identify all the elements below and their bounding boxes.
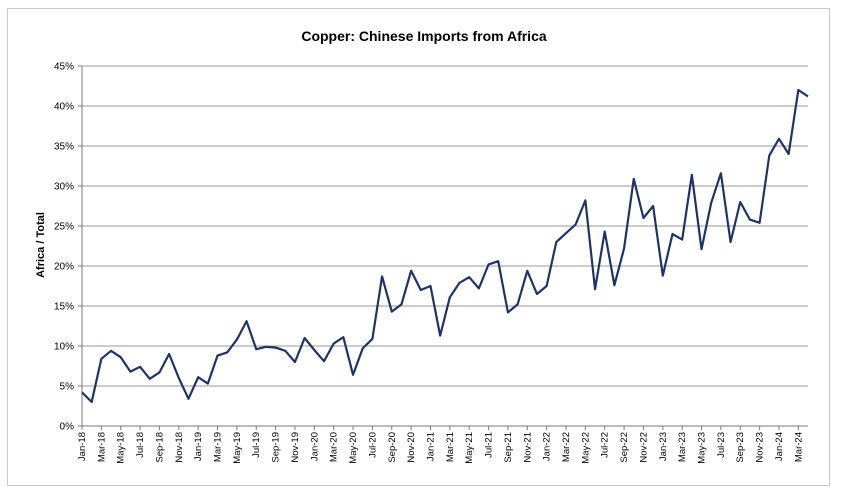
x-axis-ticks: Jan-18 Mar-18 May-18 Jul-18 Sep-18 Nov-18 Jan-… bbox=[77, 426, 804, 464]
x-tick-label: Sep-22 bbox=[619, 432, 630, 463]
chart-title: Copper: Chinese Imports from Africa bbox=[301, 28, 547, 44]
y-axis-label: Africa / Total bbox=[35, 212, 47, 278]
y-tick-label: 20% bbox=[54, 262, 74, 273]
x-tick-label: Jul-21 bbox=[484, 432, 495, 458]
x-tick-label: Mar-23 bbox=[677, 432, 688, 462]
x-tick-label: Jul-23 bbox=[716, 432, 727, 458]
y-axis-ticks: 0% 5% 10% 15% 20% 25% 30% 35% 40% 45% bbox=[54, 62, 82, 433]
x-tick-label: Mar-20 bbox=[329, 432, 340, 462]
y-tick-label: 45% bbox=[54, 62, 74, 73]
x-tick-label: Jul-22 bbox=[600, 432, 611, 458]
x-tick-label: May-23 bbox=[697, 432, 708, 464]
x-tick-label: Mar-24 bbox=[793, 432, 804, 462]
y-tick-label: 35% bbox=[54, 142, 74, 153]
x-tick-label: Jul-19 bbox=[251, 432, 262, 458]
x-tick-label: May-21 bbox=[464, 432, 475, 464]
x-tick-label: Jan-20 bbox=[309, 432, 320, 461]
x-tick-label: Nov-20 bbox=[406, 432, 417, 463]
x-tick-label: Jul-18 bbox=[135, 432, 146, 458]
x-tick-label: Nov-23 bbox=[755, 432, 766, 463]
x-tick-label: Jan-19 bbox=[193, 432, 204, 461]
x-tick-label: Nov-18 bbox=[174, 432, 185, 463]
x-tick-label: Nov-21 bbox=[522, 432, 533, 463]
x-tick-label: May-19 bbox=[232, 432, 243, 464]
x-tick-label: Nov-19 bbox=[290, 432, 301, 463]
y-tick-label: 10% bbox=[54, 342, 74, 353]
x-tick-label: Jul-20 bbox=[367, 432, 378, 458]
x-tick-label: Jan-21 bbox=[425, 432, 436, 461]
x-tick-label: Jan-23 bbox=[658, 432, 669, 461]
x-tick-label: Nov-22 bbox=[638, 432, 649, 463]
y-tick-label: 25% bbox=[54, 222, 74, 233]
y-tick-label: 40% bbox=[54, 102, 74, 113]
x-tick-label: Jan-24 bbox=[774, 432, 785, 461]
x-tick-label: Sep-23 bbox=[735, 432, 746, 463]
series-line bbox=[81, 88, 809, 404]
x-tick-label: May-20 bbox=[348, 432, 359, 464]
y-tick-label: 0% bbox=[60, 422, 75, 433]
x-tick-label: May-22 bbox=[580, 432, 591, 464]
chart-frame bbox=[7, 8, 830, 486]
x-tick-label: Sep-21 bbox=[503, 432, 514, 463]
y-tick-label: 15% bbox=[54, 302, 74, 313]
x-tick-label: Sep-20 bbox=[387, 432, 398, 463]
x-tick-label: Sep-19 bbox=[271, 432, 282, 463]
x-tick-label: May-18 bbox=[116, 432, 127, 464]
x-tick-label: Jan-22 bbox=[542, 432, 553, 461]
data-points bbox=[81, 89, 809, 403]
x-tick-label: Mar-22 bbox=[561, 432, 572, 462]
x-tick-label: Mar-19 bbox=[213, 432, 224, 462]
y-tick-label: 30% bbox=[54, 182, 74, 193]
x-tick-label: Sep-18 bbox=[154, 432, 165, 463]
x-tick-label: Mar-18 bbox=[96, 432, 107, 462]
y-tick-label: 5% bbox=[60, 382, 75, 393]
gridlines bbox=[82, 65, 808, 387]
x-tick-label: Jan-18 bbox=[77, 432, 88, 461]
x-tick-label: Mar-21 bbox=[445, 432, 456, 462]
